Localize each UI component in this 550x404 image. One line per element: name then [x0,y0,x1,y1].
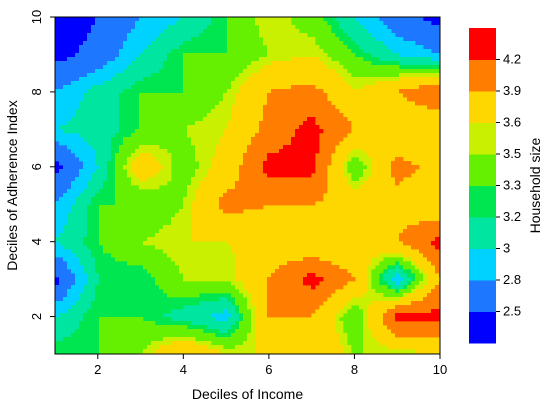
colorbar-band-9 [469,28,496,60]
y-tick-label: 10 [29,10,44,24]
colorbar-tick-label: 3.2 [503,209,521,224]
colorbar-tick-label: 2.8 [503,272,521,287]
colorbar-tick-label: 2.5 [503,304,521,319]
colorbar-band-5 [469,154,496,186]
contour-band-5 [99,17,441,355]
colorbar-band-4 [469,185,496,218]
colorbar-tick-label: 4.2 [503,52,521,67]
colorbar-tick-label: 3 [503,241,510,256]
colorbar: 2.5 2.8 3 3.2 3.3 3.5 3.6 3.9 4.2 [469,28,521,344]
y-tick-label: 4 [29,238,44,245]
contour-band-1 [55,17,441,302]
colorbar-band-0 [469,311,496,344]
x-tick-label: 8 [351,362,358,377]
colorbar-tick-label: 3.9 [503,83,521,98]
plot-frame [54,16,441,355]
colorbar-title: Household size [527,137,543,233]
colorbar-band-1 [469,280,496,312]
colorbar-band-8 [469,59,496,92]
y-axis-title: Deciles of Adherence Index [4,100,20,270]
plot-area [55,17,441,355]
y-tick-label: 8 [29,88,44,95]
contour-band-9 [263,117,441,322]
colorbar-band-3 [469,217,496,249]
contour-band-2 [55,17,441,322]
x-axis-title: Deciles of Income [192,386,303,402]
contour-band-7 [131,57,441,355]
colorbar-band-2 [469,248,496,281]
x-tick-label: 2 [94,362,101,377]
colorbar-band-6 [469,122,496,155]
colorbar-tick-label: 3.3 [503,178,521,193]
contour-band-8 [219,85,441,338]
contour-band-6 [123,17,441,355]
x-axis: 2 4 6 8 10 [94,354,447,377]
y-tick-label: 6 [29,163,44,170]
colorbar-tick-label: 3.6 [503,115,521,130]
x-tick-label: 6 [265,362,272,377]
colorbar-tick-label: 3.5 [503,146,521,161]
colorbar-band-7 [469,91,496,123]
y-axis: 2 4 6 8 10 [29,10,55,320]
contour-band-4 [55,17,441,355]
y-tick-label: 2 [29,313,44,320]
x-tick-label: 4 [180,362,187,377]
x-tick-label: 10 [433,362,447,377]
